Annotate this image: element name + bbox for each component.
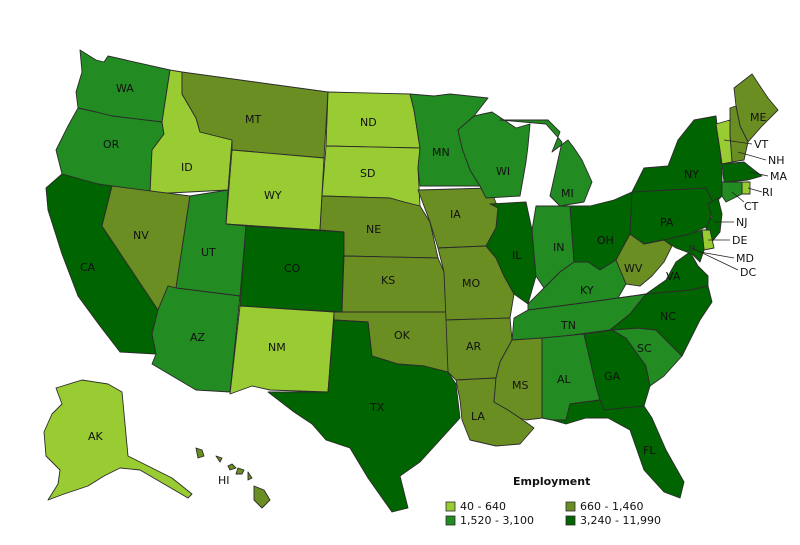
state-il: [485, 201, 537, 305]
label-va: VA: [666, 270, 681, 283]
label-ca: CA: [80, 261, 96, 274]
label-wa: WA: [116, 82, 134, 95]
leader-vt: [723, 139, 753, 145]
label-in: IN: [553, 241, 564, 254]
label-dc: DC: [740, 266, 756, 279]
label-ak: AK: [88, 430, 104, 443]
state-nc: [609, 285, 713, 357]
state-va: [617, 251, 709, 299]
legend-swatch-3: [565, 515, 576, 526]
label-ok: OK: [394, 329, 411, 342]
leader-ma: [749, 171, 769, 177]
label-mn: MN: [432, 146, 450, 159]
label-ct: CT: [744, 200, 759, 213]
label-ks: KS: [381, 274, 395, 287]
label-de: DE: [732, 234, 747, 247]
state-mt: [181, 71, 329, 159]
leader-dc: [691, 247, 739, 271]
label-wv: WV: [624, 262, 643, 275]
label-sc: SC: [637, 342, 652, 355]
leader-md: [699, 251, 735, 259]
label-mo: MO: [462, 277, 480, 290]
label-id: ID: [181, 161, 193, 174]
label-vt: VT: [754, 138, 769, 151]
state-mi: [499, 119, 593, 207]
legend-label-1: 660 - 1,460: [580, 500, 643, 513]
label-fl: FL: [643, 444, 656, 457]
label-ma: MA: [770, 170, 787, 183]
label-mt: MT: [245, 113, 261, 126]
state-az: [151, 285, 241, 393]
label-ga: GA: [604, 370, 621, 383]
leader-ct: [731, 191, 745, 203]
legend-label-3: 3,240 - 11,990: [580, 514, 661, 527]
legend-label-2: 1,520 - 3,100: [460, 514, 534, 527]
label-nm: NM: [268, 341, 286, 354]
label-mi: MI: [561, 187, 574, 200]
state-fl: [551, 399, 685, 499]
label-oh: OH: [597, 234, 614, 247]
state-ma: [721, 161, 763, 183]
state-ms: [493, 337, 543, 421]
state-tx: [267, 319, 461, 513]
label-nj: NJ: [736, 216, 747, 229]
label-tx: TX: [369, 401, 385, 414]
label-hi: HI: [218, 474, 230, 487]
label-nv: NV: [133, 229, 149, 242]
label-ar: AR: [466, 340, 482, 353]
legend-swatch-2: [445, 515, 456, 526]
leader-ri: [747, 187, 763, 193]
label-al: AL: [557, 373, 572, 386]
state-wi: [457, 111, 531, 199]
label-pa: PA: [660, 216, 674, 229]
legend-title: Employment: [513, 475, 590, 488]
label-ut: UT: [201, 246, 216, 259]
label-ne: NE: [366, 223, 381, 236]
label-wy: WY: [264, 189, 282, 202]
state-ne: [319, 195, 439, 259]
state-vt: [715, 119, 733, 165]
label-wi: WI: [496, 165, 510, 178]
legend: Employment 40 - 640 660 - 1,460 1,520 - …: [445, 475, 661, 527]
label-nh: NH: [768, 154, 785, 167]
state-md: [663, 229, 705, 263]
label-co: CO: [284, 262, 301, 275]
state-labels: WA OR CA ID NV MT WY UT AZ CO NM ND SD N…: [80, 82, 787, 487]
label-la: LA: [471, 410, 485, 423]
label-nd: ND: [360, 116, 377, 129]
state-ak: [43, 379, 193, 501]
leader-nh: [737, 151, 767, 161]
label-ny: NY: [684, 168, 699, 181]
label-ia: IA: [450, 208, 461, 221]
legend-label-0: 40 - 640: [460, 500, 506, 513]
label-md: MD: [736, 252, 754, 265]
legend-swatch-0: [445, 501, 456, 512]
label-ms: MS: [512, 379, 528, 392]
label-tn: TN: [560, 319, 576, 332]
label-me: ME: [750, 111, 766, 124]
label-ky: KY: [580, 284, 594, 297]
state-hi: [195, 447, 271, 509]
label-or: OR: [103, 138, 120, 151]
legend-swatch-1: [565, 501, 576, 512]
label-nc: NC: [660, 310, 676, 323]
label-az: AZ: [190, 331, 206, 344]
label-sd: SD: [360, 167, 375, 180]
label-il: IL: [512, 249, 522, 262]
label-ri: RI: [762, 186, 773, 199]
